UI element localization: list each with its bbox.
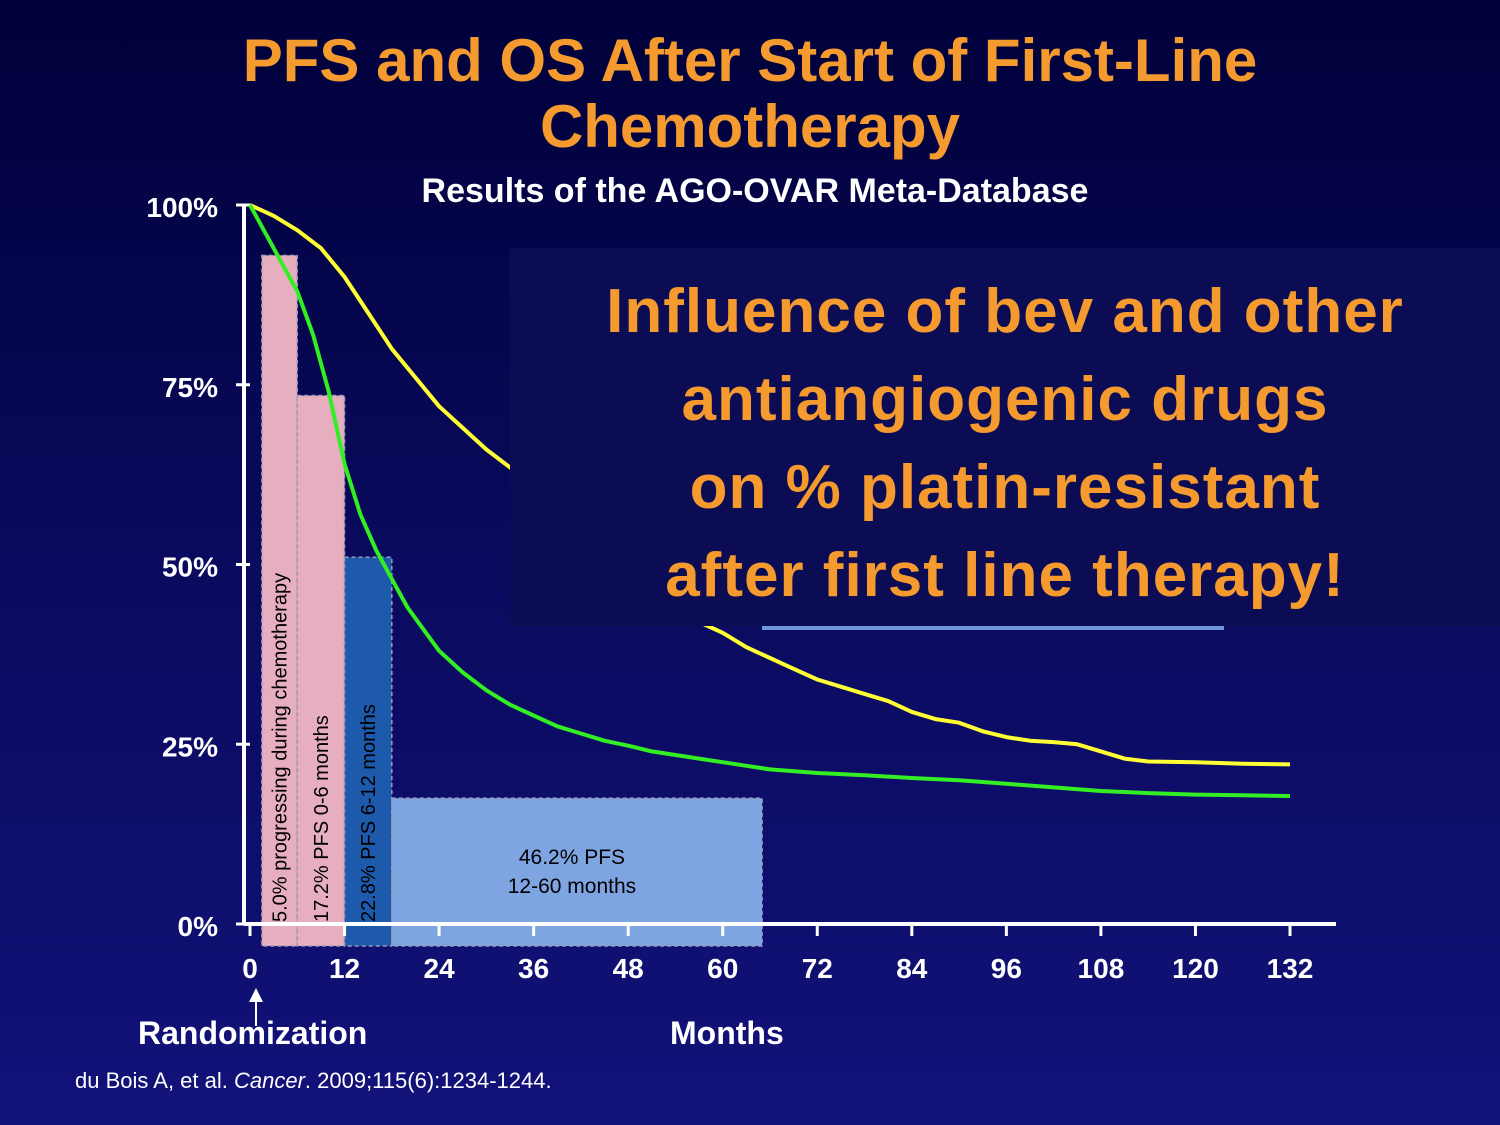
bar-2 (343, 556, 393, 947)
citation-authors: du Bois A, et al. (75, 1068, 234, 1093)
overlay-line-2: antiangiogenic drugs (681, 365, 1329, 434)
chart-subtitle: Results of the AGO-OVAR Meta-Database (421, 172, 1089, 210)
bar-label-3-line2: 12-60 months (508, 875, 636, 898)
title-line-2: Chemotherapy (539, 93, 961, 160)
randomization-label: Randomization (138, 1015, 368, 1051)
x-tick-label-120: 120 (1172, 953, 1219, 984)
x-tick-label-84: 84 (896, 953, 928, 984)
series-line-1 (248, 204, 1291, 798)
citation-journal: Cancer (233, 1068, 305, 1093)
bar-1 (296, 394, 346, 947)
overlay-underline (762, 626, 1224, 630)
bar-label-0: 5.0% progressing during chemotherapy (270, 573, 292, 922)
slide-title: PFS and OS After Start of First-Line Che… (0, 28, 1500, 160)
y-tick-label-0: 0% (178, 911, 219, 942)
bar-3 (391, 797, 763, 947)
x-tick-label-108: 108 (1078, 953, 1125, 984)
x-tick-label-48: 48 (613, 953, 644, 984)
bar-label-2: 22.8% PFS 6-12 months (358, 704, 380, 922)
citation: du Bois A, et al. Cancer. 2009;115(6):12… (75, 1068, 552, 1094)
title-line-1: PFS and OS After Start of First-Line (242, 27, 1258, 94)
x-tick-label-96: 96 (991, 953, 1022, 984)
randomization-arrow-head (249, 988, 263, 1002)
x-axis-label: Months (670, 1015, 784, 1051)
x-tick-label-72: 72 (802, 953, 833, 984)
citation-details: . 2009;115(6):1234-1244. (304, 1068, 552, 1093)
bar-label-1: 17.2% PFS 0-6 months (311, 715, 333, 922)
overlay-callout: Influence of bev and other antiangiogeni… (510, 248, 1500, 626)
x-tick-label-132: 132 (1267, 953, 1314, 984)
series-line-0 (249, 203, 1291, 767)
y-tick-label-50: 50% (162, 552, 218, 583)
bar-label-3-line1: 46.2% PFS (519, 846, 625, 869)
y-tick-label-25: 25% (162, 731, 218, 762)
x-tick-label-24: 24 (424, 953, 456, 984)
overlay-line-3: on % platin-resistant (689, 453, 1321, 522)
x-tick-label-36: 36 (518, 953, 549, 984)
y-tick-label-100: 100% (146, 192, 218, 223)
x-tick-label-0: 0 (242, 953, 258, 984)
overlay-line-1: Influence of bev and other (606, 277, 1404, 346)
x-tick-label-60: 60 (707, 953, 738, 984)
y-tick-label-75: 75% (162, 372, 218, 403)
x-tick-label-12: 12 (329, 953, 360, 984)
overlay-line-4: after first line therapy! (665, 541, 1345, 610)
